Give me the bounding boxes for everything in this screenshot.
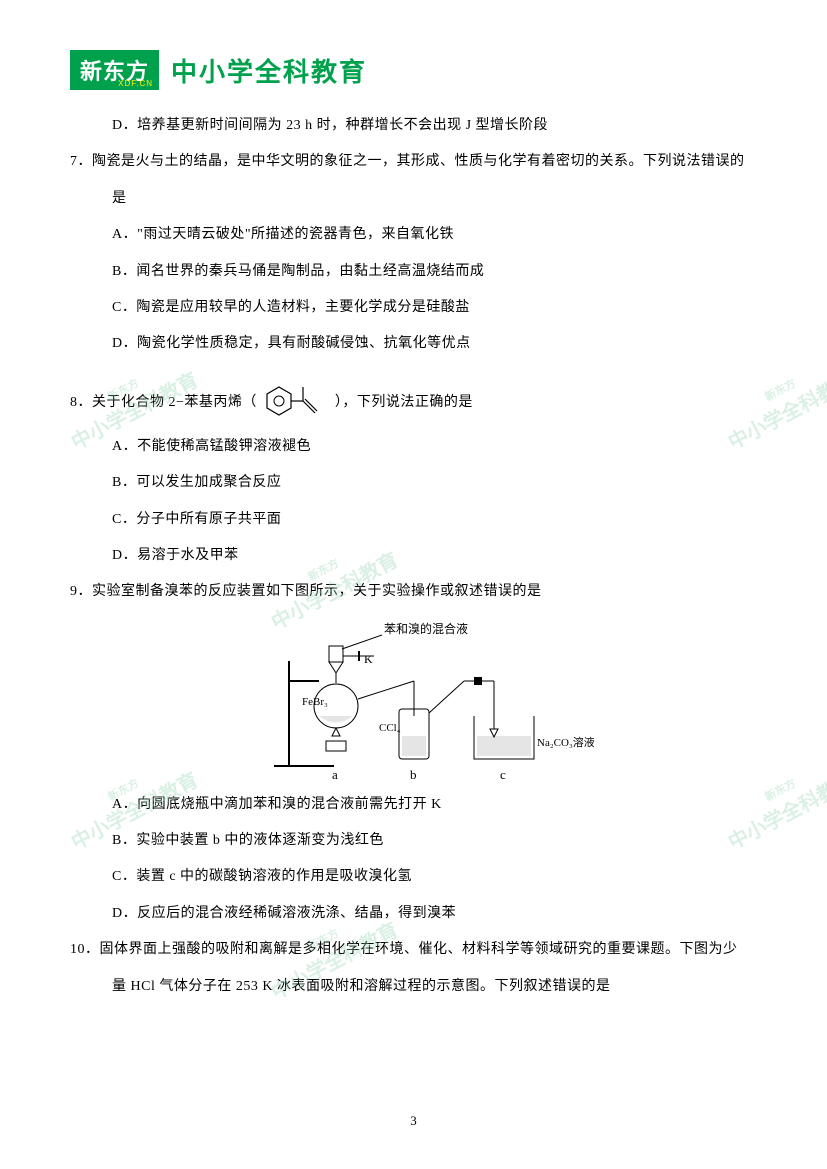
q6-option-d: D．培养基更新时间间隔为 23 h 时，种群增长不会出现 J 型增长阶段 [70, 108, 757, 144]
q9-option-c: C．装置 c 中的碳酸钠溶液的作用是吸收溴化氢 [70, 859, 757, 895]
brand-title: 中小学全科教育 [171, 52, 367, 89]
q9-diagram: 苯和溴的混合液 K FeBr₃ CCl₄ [234, 621, 594, 781]
q9-option-d: D．反应后的混合液经稀碱溶液洗涤、结晶，得到溴苯 [70, 896, 757, 932]
q9-option-a: A．向圆底烧瓶中滴加苯和溴的混合液前需先打开 K [70, 787, 757, 823]
q7-stem: 7．陶瓷是火与土的结晶，是中华文明的象征之一，其形成、性质与化学有着密切的关系。… [70, 144, 757, 180]
brand-sub: XDF.CN [118, 79, 153, 88]
q10-stem: 10．固体界面上强酸的吸附和离解是多相化学在环境、催化、材料科学等领域研究的重要… [70, 932, 757, 968]
molecule-icon [261, 377, 331, 429]
q8-option-a: A．不能使稀高锰酸钾溶液褪色 [70, 429, 757, 465]
q8-stem-post: ），下列说法正确的是 [335, 385, 473, 421]
q7-option-c: C．陶瓷是应用较早的人造材料，主要化学成分是硅酸盐 [70, 290, 757, 326]
svg-text:FeBr₃: FeBr₃ [302, 696, 328, 708]
svg-text:c: c [500, 767, 506, 781]
svg-text:Na₂CO₃溶液: Na₂CO₃溶液 [537, 735, 594, 749]
q8-stem: 8．关于化合物 2−苯基丙烯（ ），下列说法正确的是 [70, 377, 757, 429]
svg-text:a: a [332, 767, 338, 781]
q8-option-c: C．分子中所有原子共平面 [70, 502, 757, 538]
q7-option-a: A．"雨过天晴云破处"所描述的瓷器青色，来自氧化铁 [70, 217, 757, 253]
q7-option-b: B．闻名世界的秦兵马俑是陶制品，由黏土经高温烧结而成 [70, 254, 757, 290]
diagram-title-text: 苯和溴的混合液 [384, 621, 468, 636]
q10-stem-cont: 量 HCl 气体分子在 253 K 冰表面吸附和溶解过程的示意图。下列叙述错误的… [70, 969, 757, 1005]
q9-option-b: B．实验中装置 b 中的液体逐渐变为浅红色 [70, 823, 757, 859]
q7-stem-cont: 是 [70, 181, 757, 217]
q8-option-d: D．易溶于水及甲苯 [70, 538, 757, 574]
header-logo: 新东方 XDF.CN 中小学全科教育 [70, 50, 757, 90]
q8-stem-pre: 8．关于化合物 2−苯基丙烯（ [70, 385, 257, 421]
brand-logo: 新东方 XDF.CN [70, 50, 159, 90]
svg-text:b: b [410, 767, 417, 781]
q9-stem: 9．实验室制备溴苯的反应装置如下图所示，关于实验操作或叙述错误的是 [70, 574, 757, 610]
page-number: 3 [0, 1113, 827, 1129]
q8-option-b: B．可以发生加成聚合反应 [70, 465, 757, 501]
q7-option-d: D．陶瓷化学性质稳定，具有耐酸碱侵蚀、抗氧化等优点 [70, 326, 757, 362]
svg-text:K: K [364, 652, 373, 666]
svg-text:CCl₄: CCl₄ [379, 722, 401, 734]
